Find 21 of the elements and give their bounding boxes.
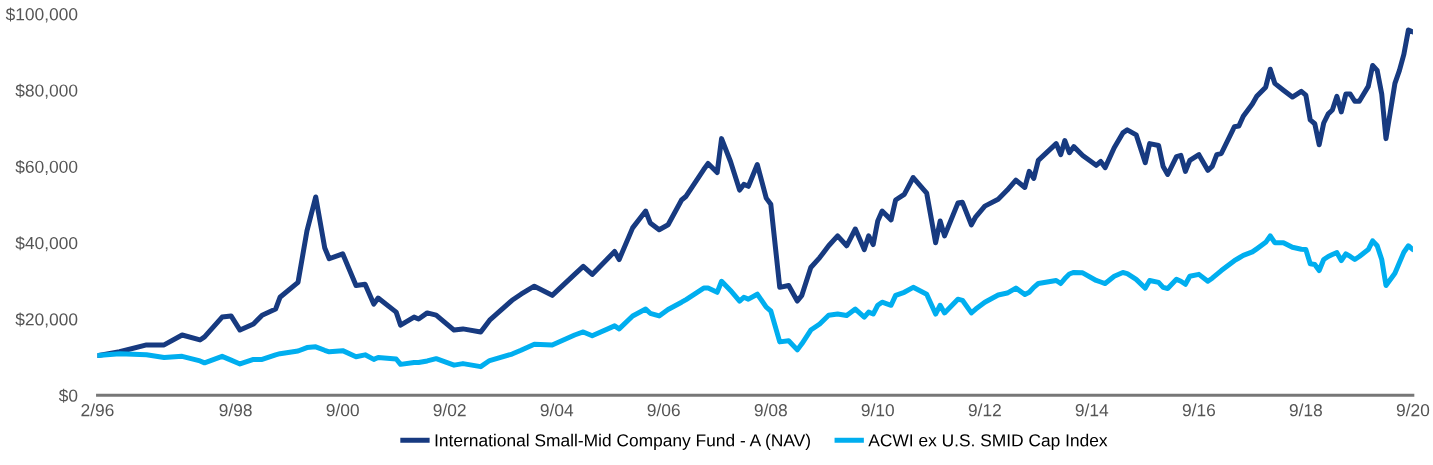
y-tick-label: $80,000 [15, 83, 78, 99]
x-tick-label: 9/00 [326, 403, 359, 417]
x-tick-label: 9/16 [1182, 403, 1216, 417]
x-tick-label: 9/14 [1075, 403, 1109, 417]
x-tick-label: 9/06 [647, 403, 680, 417]
y-tick-label: $100,000 [5, 7, 78, 23]
y-tick-label: $0 [58, 388, 78, 403]
x-tick-label: 9/20 [1396, 403, 1430, 417]
y-tick-label: $60,000 [15, 159, 78, 175]
x-tick-label: 9/02 [433, 403, 466, 417]
y-tick-label: $20,000 [15, 312, 78, 328]
x-tick-label: 9/12 [968, 403, 1001, 417]
legend-label: ACWI ex U.S. SMID Cap Index [868, 433, 1108, 450]
x-tick-label: 2/96 [81, 403, 114, 417]
x-tick-label: 9/04 [540, 403, 574, 417]
x-tick-label: 9/18 [1289, 403, 1322, 417]
x-tick-label: 9/08 [754, 403, 787, 417]
y-tick-label: $40,000 [15, 236, 78, 252]
x-tick-label: 9/10 [861, 403, 894, 417]
x-tick-label: 9/98 [219, 403, 252, 417]
legend-label: International Small-Mid Company Fund - A (NAV) [435, 433, 810, 450]
